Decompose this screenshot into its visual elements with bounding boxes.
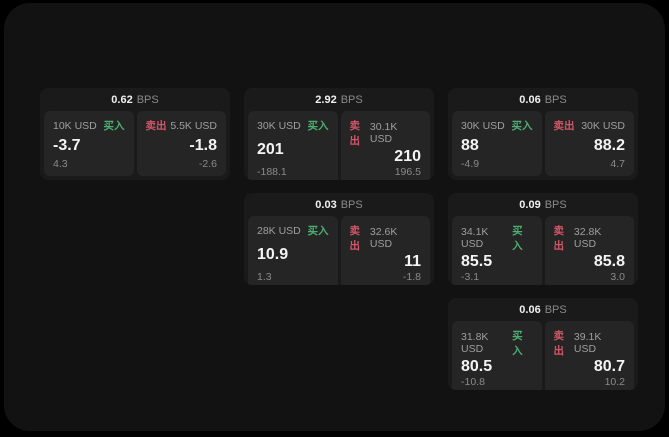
quote-card: 0.06 BPS 30K USD 买入 88 -4.9 卖出 30K USD [448, 88, 638, 180]
bps-header: 0.62 BPS [40, 88, 230, 111]
sell-amount: 32.6K USD [369, 226, 398, 250]
buy-price: -3.7 [53, 136, 81, 154]
bps-unit: BPS [544, 303, 567, 316]
sell-panel[interactable]: 卖出 32.6K USD 11 -1.8 [340, 216, 430, 285]
sell-label: 卖出 [349, 120, 361, 147]
sell-label: 卖出 [553, 120, 575, 132]
buy-amount: 30K USD [257, 119, 301, 132]
buy-label: 买入 [512, 330, 523, 357]
buy-panel[interactable]: 10K USD 买入 -3.7 4.3 [44, 111, 134, 176]
buy-label: 买入 [307, 120, 329, 132]
sell-amount: 39.1K USD [573, 331, 602, 355]
bps-unit: BPS [136, 93, 159, 106]
quote-panels: 31.8K USD 买入 80.5 -10.8 卖出 39.1K USD 80.… [452, 321, 634, 390]
sell-amount: 5.5K USD [170, 119, 217, 132]
sell-panel[interactable]: 卖出 30.1K USD 210 196.5 [340, 111, 430, 180]
quote-panels: 34.1K USD 买入 85.5 -3.1 卖出 32.8K USD 85.8… [452, 216, 634, 285]
quote-panels: 28K USD 买入 10.9 1.3 卖出 32.6K USD 11 -1.8 [248, 216, 430, 285]
sell-panel[interactable]: 卖出 5.5K USD -1.8 -2.6 [136, 111, 226, 176]
bps-header: 0.03 BPS [244, 193, 434, 216]
bps-value: 0.06 [519, 303, 541, 316]
sell-amount: 30K USD [581, 119, 625, 132]
buy-delta: 1.3 [257, 270, 272, 283]
sell-label: 卖出 [145, 120, 167, 132]
buy-panel[interactable]: 34.1K USD 买入 85.5 -3.1 [452, 216, 542, 285]
buy-amount: 10K USD [53, 119, 97, 132]
bps-unit: BPS [544, 93, 567, 106]
buy-label: 买入 [307, 225, 329, 237]
buy-price: 80.5 [461, 358, 493, 375]
buy-price: 88 [461, 136, 479, 154]
buy-panel[interactable]: 31.8K USD 买入 80.5 -10.8 [452, 321, 542, 390]
buy-label: 买入 [103, 120, 125, 132]
bps-value: 0.06 [519, 93, 541, 106]
sell-price: -1.8 [189, 136, 217, 154]
sell-delta: 4.7 [610, 158, 625, 170]
quote-card: 0.09 BPS 34.1K USD 买入 85.5 -3.1 卖出 32.8K… [448, 193, 638, 285]
buy-price: 85.5 [461, 253, 493, 270]
sell-label: 卖出 [553, 225, 565, 252]
bps-value: 2.92 [315, 93, 337, 106]
buy-delta: -188.1 [257, 165, 287, 178]
quote-panels: 30K USD 买入 88 -4.9 卖出 30K USD 88.2 4.7 [452, 111, 634, 176]
sell-delta: -1.8 [402, 270, 421, 283]
sell-price: 85.8 [593, 253, 625, 270]
buy-delta: -4.9 [461, 158, 480, 170]
bps-header: 0.09 BPS [448, 193, 638, 216]
bps-unit: BPS [340, 93, 363, 106]
buy-label: 买入 [512, 225, 523, 252]
buy-panel[interactable]: 28K USD 买入 10.9 1.3 [248, 216, 338, 285]
quote-card: 0.62 BPS 10K USD 买入 -3.7 4.3 卖出 5.5K USD [40, 88, 230, 180]
sell-amount: 30.1K USD [369, 121, 398, 145]
sell-delta: 10.2 [604, 375, 625, 388]
buy-price: 201 [257, 140, 284, 158]
bps-header: 0.06 BPS [448, 88, 638, 111]
sell-delta: -2.6 [198, 158, 217, 170]
sell-price: 88.2 [593, 136, 625, 154]
quote-card: 2.92 BPS 30K USD 买入 201 -188.1 卖出 30.1K … [244, 88, 434, 180]
sell-price: 11 [404, 253, 421, 270]
buy-delta: 4.3 [53, 158, 68, 170]
buy-amount: 34.1K USD [461, 226, 489, 250]
buy-amount: 31.8K USD [461, 331, 489, 355]
bps-header: 0.06 BPS [448, 298, 638, 321]
quote-card: 0.06 BPS 31.8K USD 买入 80.5 -10.8 卖出 39.1… [448, 298, 638, 390]
buy-panel[interactable]: 30K USD 买入 201 -188.1 [248, 111, 338, 180]
quote-panels: 10K USD 买入 -3.7 4.3 卖出 5.5K USD -1.8 -2.… [44, 111, 226, 176]
bps-value: 0.03 [315, 198, 337, 211]
buy-delta: -3.1 [461, 270, 480, 283]
bps-value: 0.09 [519, 198, 541, 211]
app-window: 0.62 BPS 10K USD 买入 -3.7 4.3 卖出 5.5K USD [4, 3, 665, 431]
sell-label: 卖出 [349, 225, 361, 252]
bps-unit: BPS [340, 198, 363, 211]
sell-delta: 3.0 [610, 270, 625, 283]
buy-label: 买入 [511, 120, 533, 132]
quote-card: 0.03 BPS 28K USD 买入 10.9 1.3 卖出 32.6K US… [244, 193, 434, 285]
sell-panel[interactable]: 卖出 30K USD 88.2 4.7 [544, 111, 634, 176]
sell-amount: 32.8K USD [573, 226, 602, 250]
quote-card-grid: 0.62 BPS 10K USD 买入 -3.7 4.3 卖出 5.5K USD [40, 88, 638, 390]
buy-delta: -10.8 [461, 375, 485, 388]
sell-panel[interactable]: 卖出 39.1K USD 80.7 10.2 [544, 321, 634, 390]
buy-amount: 28K USD [257, 224, 301, 237]
sell-delta: 196.5 [394, 165, 421, 178]
bps-header: 2.92 BPS [244, 88, 434, 111]
sell-price: 210 [394, 148, 421, 165]
buy-price: 10.9 [257, 245, 289, 263]
sell-panel[interactable]: 卖出 32.8K USD 85.8 3.0 [544, 216, 634, 285]
sell-label: 卖出 [553, 330, 565, 357]
buy-amount: 30K USD [461, 119, 505, 132]
quote-panels: 30K USD 买入 201 -188.1 卖出 30.1K USD 210 1… [248, 111, 430, 180]
buy-panel[interactable]: 30K USD 买入 88 -4.9 [452, 111, 542, 176]
sell-price: 80.7 [593, 358, 625, 375]
bps-unit: BPS [544, 198, 567, 211]
bps-value: 0.62 [111, 93, 133, 106]
